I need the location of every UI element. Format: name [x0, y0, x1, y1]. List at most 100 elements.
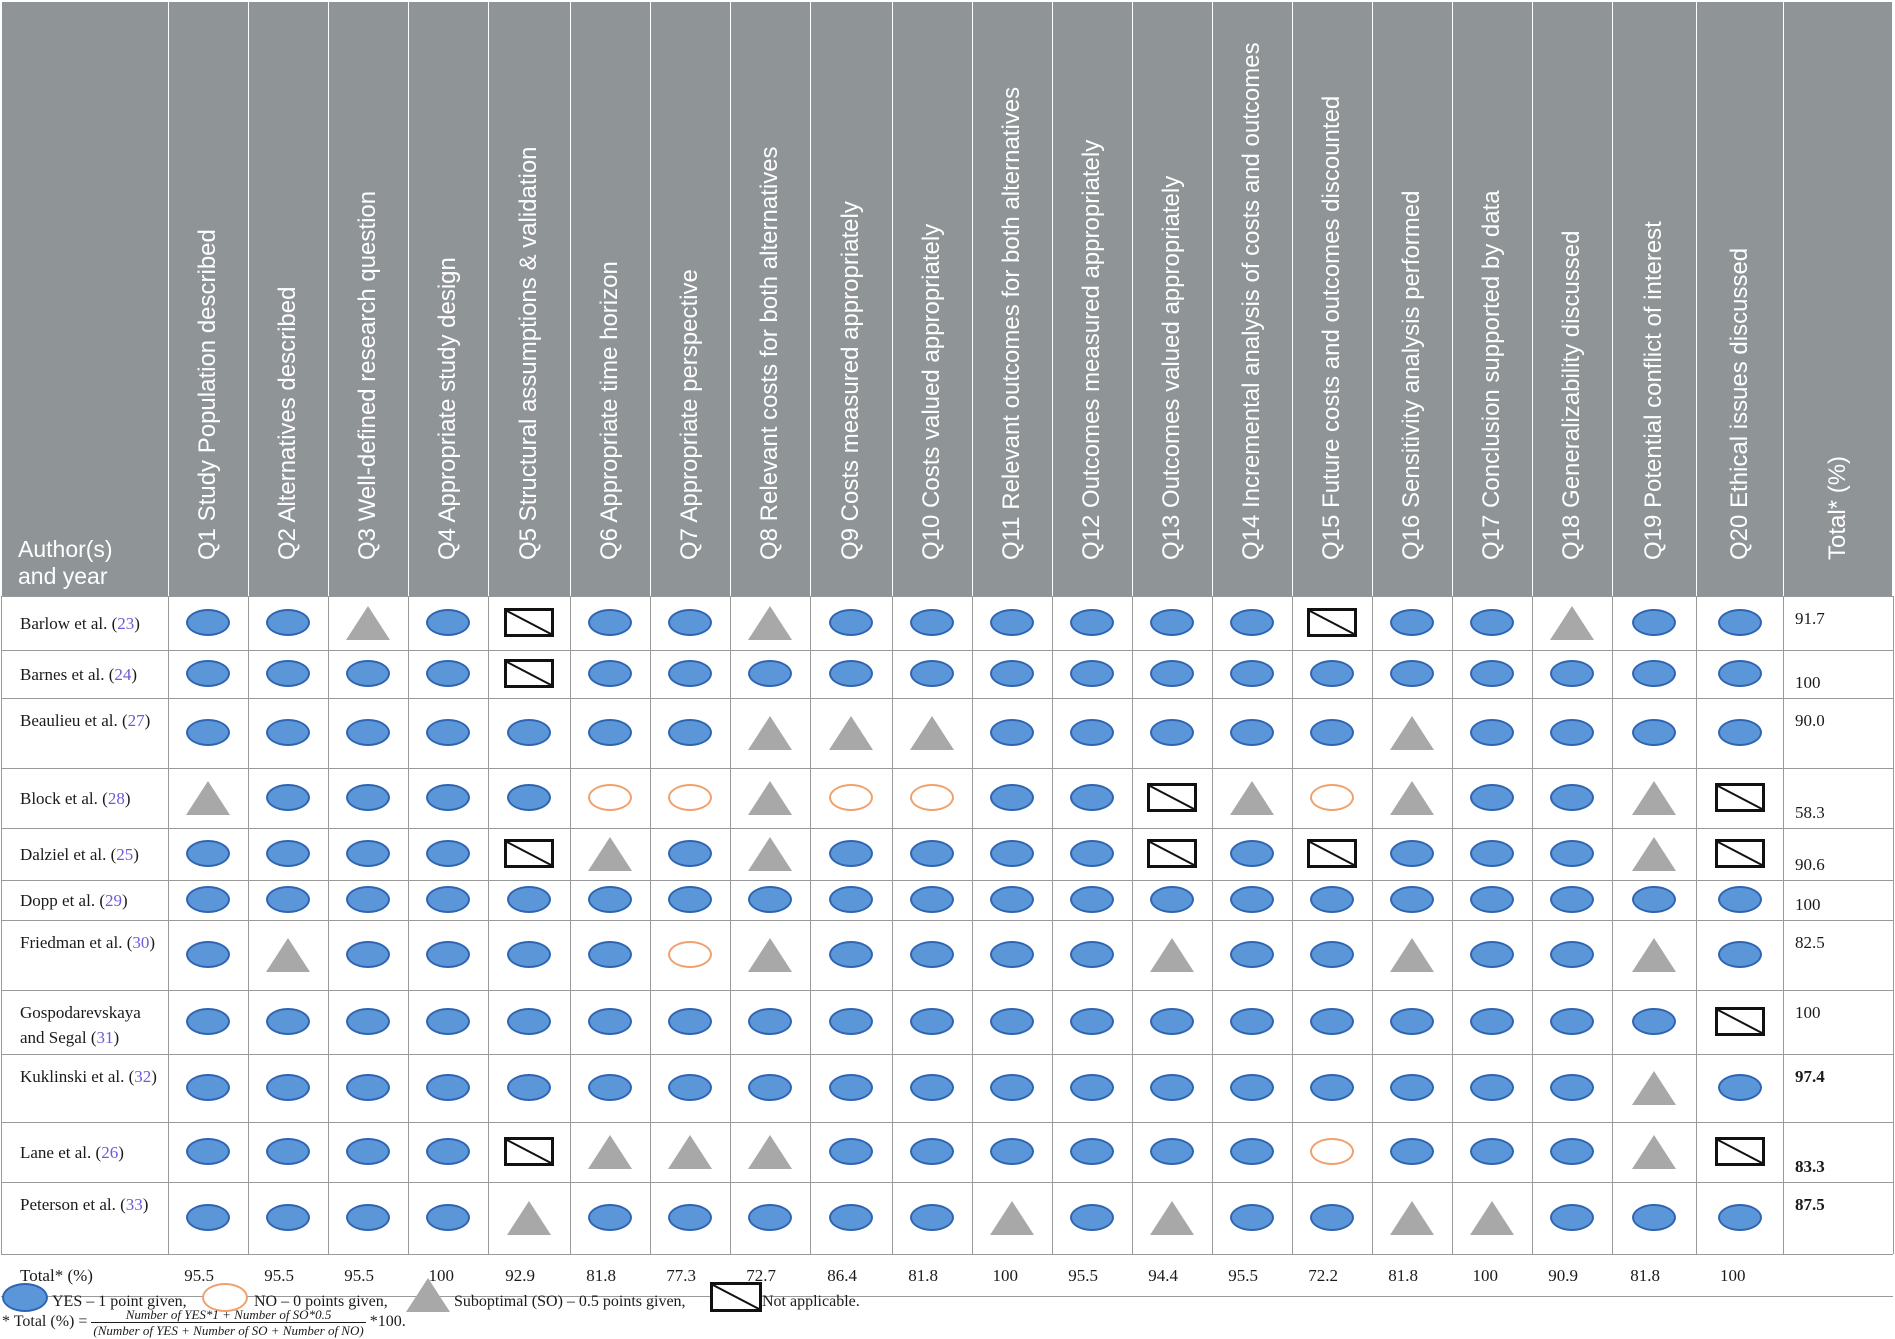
question-header-q17: Q17 Conclusion supported by data: [1478, 190, 1505, 560]
row-divider: [1, 768, 1893, 769]
blue-ellipse-icon: [829, 1008, 873, 1035]
grey-triangle-icon: [668, 1135, 712, 1169]
blue-ellipse-icon: [829, 941, 873, 968]
reference-link[interactable]: 28: [107, 789, 125, 808]
header-divider: [1893, 2, 1894, 596]
row-total: 91.7: [1795, 609, 1825, 628]
grey-triangle-icon: [1470, 1201, 1514, 1235]
column-total: 95.5: [1228, 1266, 1258, 1285]
blue-ellipse-icon: [1717, 886, 1762, 913]
blue-ellipse-icon: [346, 660, 390, 687]
blue-ellipse-icon: [1550, 784, 1594, 811]
author-name: Peterson et al. (: [20, 1195, 126, 1214]
header-divider: [1212, 2, 1213, 596]
blue-ellipse-icon: [588, 719, 632, 746]
blue-ellipse-icon: [588, 1008, 632, 1035]
blue-ellipse-icon: [186, 1204, 230, 1231]
reference-link[interactable]: 31: [96, 1028, 114, 1047]
reference-link[interactable]: 30: [132, 933, 150, 952]
blue-ellipse-icon: [829, 886, 873, 913]
blue-ellipse-icon: [507, 886, 551, 913]
question-header-q14: Q14 Incremental analysis of costs and ou…: [1238, 42, 1265, 560]
blue-ellipse-icon: [1150, 719, 1194, 746]
orange-ring-icon: [910, 784, 954, 811]
blue-ellipse-icon: [910, 941, 954, 968]
grey-triangle-icon: [748, 1135, 792, 1169]
reference-link[interactable]: 29: [104, 891, 122, 910]
blue-ellipse-icon: [1230, 609, 1274, 636]
author-close: ): [142, 1195, 149, 1214]
blue-ellipse-icon: [1230, 1204, 1274, 1231]
blue-ellipse-icon: [588, 1204, 632, 1231]
column-total: 100: [1472, 1266, 1499, 1285]
blue-ellipse-icon: [668, 660, 712, 687]
blue-ellipse-icon: [990, 660, 1034, 687]
column-total: 95.5: [264, 1266, 294, 1285]
question-header-q18: Q18 Generalizability discussed: [1558, 230, 1585, 561]
grey-triangle-icon: [1632, 837, 1676, 871]
legend-so-label: Suboptimal (SO) – 0.5 points given,: [454, 1293, 686, 1310]
reference-link[interactable]: 26: [101, 1143, 119, 1162]
grey-triangle-icon: [748, 837, 792, 871]
blue-ellipse-icon: [1230, 719, 1274, 746]
question-header-q9: Q9 Costs measured appropriately: [837, 201, 864, 560]
row-divider: [1, 596, 1893, 597]
author-close: ): [131, 665, 138, 684]
grey-triangle-icon: [1390, 781, 1434, 815]
blue-ellipse-icon: [266, 1074, 310, 1101]
author-name: Kuklinski et al. (: [20, 1067, 135, 1086]
blue-ellipse-icon: [910, 1074, 954, 1101]
author-column-header: Author(s) and year: [18, 536, 113, 590]
blue-ellipse-icon: [1470, 941, 1514, 968]
blue-ellipse-icon: [186, 660, 230, 687]
question-header-q2: Q2 Alternatives described: [274, 286, 301, 560]
blue-ellipse-icon: [1632, 1204, 1676, 1231]
blue-ellipse-icon: [426, 1138, 470, 1165]
header-divider: [488, 2, 489, 596]
blue-ellipse-icon: [588, 660, 632, 687]
blue-ellipse-icon: [668, 719, 712, 746]
blue-ellipse-icon: [507, 1008, 551, 1035]
reference-link[interactable]: 24: [114, 665, 132, 684]
row-total: 100: [1795, 1003, 1821, 1022]
column-total: 77.3: [666, 1266, 696, 1285]
blue-ellipse-icon: [266, 886, 310, 913]
reference-link[interactable]: 27: [127, 711, 145, 730]
blue-ellipse-icon: [1550, 1074, 1594, 1101]
column-total: 94.4: [1148, 1266, 1178, 1285]
blue-ellipse-icon: [1632, 660, 1676, 687]
header-divider: [1783, 2, 1784, 596]
blue-ellipse-icon: [1470, 1008, 1514, 1035]
blue-ellipse-icon: [186, 1008, 230, 1035]
row-divider: [1, 880, 1893, 881]
grey-triangle-icon: [1390, 716, 1434, 750]
blue-ellipse-icon: [346, 1138, 390, 1165]
header-divider: [328, 2, 329, 596]
reference-link[interactable]: 33: [125, 1195, 143, 1214]
blue-ellipse-icon: [588, 609, 632, 636]
reference-link[interactable]: 32: [134, 1067, 152, 1086]
formula-denominator: (Number of YES + Number of SO + Number o…: [93, 1323, 364, 1338]
grey-triangle-icon: [1390, 1201, 1434, 1235]
blue-ellipse-icon: [1470, 886, 1514, 913]
legend-na-label: Not applicable.: [762, 1293, 860, 1310]
reference-link[interactable]: 23: [117, 614, 135, 633]
header-divider: [570, 2, 571, 596]
row-divider: [1, 1254, 1893, 1255]
crossed-box-icon: [1147, 839, 1197, 868]
blue-ellipse-icon: [748, 1008, 792, 1035]
column-divider: [972, 596, 973, 1254]
author-close: ): [113, 1028, 120, 1047]
reference-link[interactable]: 25: [116, 845, 134, 864]
column-total: 95.5: [184, 1266, 214, 1285]
row-total: 90.0: [1795, 711, 1825, 730]
blue-ellipse-icon: [1550, 1204, 1594, 1231]
blue-ellipse-icon: [588, 1074, 632, 1101]
blue-ellipse-icon: [668, 840, 712, 867]
blue-ellipse-icon: [266, 784, 310, 811]
blue-ellipse-icon: [426, 886, 470, 913]
header-divider: [1452, 2, 1453, 596]
legend-yes-label: YES – 1 point given,: [52, 1293, 187, 1310]
blue-ellipse-icon: [1550, 886, 1594, 913]
blue-ellipse-icon: [1470, 609, 1514, 636]
